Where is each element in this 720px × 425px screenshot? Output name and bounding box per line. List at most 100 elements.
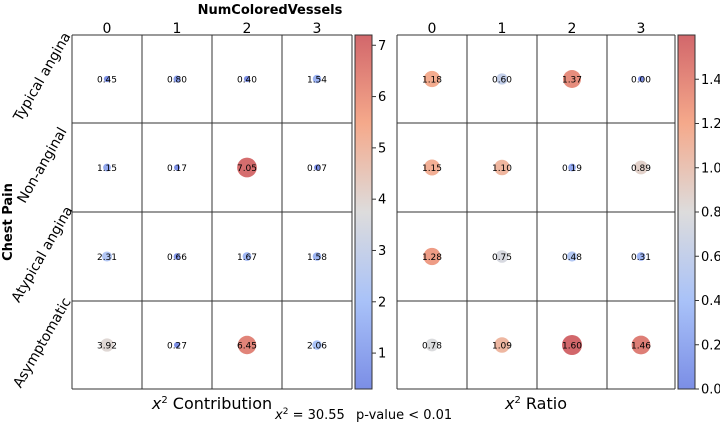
cell-value-label: 1.60 (562, 342, 582, 352)
colorbar-tick-label: 3 (378, 244, 386, 259)
chi-square-value: x2 = 30.55 (274, 407, 345, 423)
heatmap-dot (634, 160, 648, 175)
heatmap-dot (174, 164, 180, 171)
cell-value-label: 2.31 (97, 253, 117, 263)
cell-value-label: 0.19 (562, 164, 582, 174)
colorbar-tick-label: 0.2 (701, 338, 720, 353)
cell-value-label: 2.06 (307, 342, 327, 352)
heatmap-dot (173, 75, 181, 83)
heatmap-dot (496, 73, 508, 85)
cell-value-label: 1.54 (307, 76, 327, 86)
heatmap-dot (174, 342, 180, 348)
heatmap-dot (562, 335, 582, 355)
colorbar-tick-label: 1.2 (701, 117, 720, 132)
cell-value-label: 0.78 (422, 342, 442, 352)
cell-value-label: 1.58 (307, 253, 327, 263)
heatmap-dot (563, 70, 581, 88)
panel-axis-label-symbol: x (151, 394, 162, 413)
cell-value-label: 0.75 (492, 253, 512, 263)
colorbar-tick-label: 5 (378, 141, 386, 156)
cell-value-label: 0.00 (631, 76, 651, 86)
heatmap-dot (312, 252, 322, 261)
row-label: Typical angina (10, 30, 74, 125)
heatmap-dot (568, 163, 576, 172)
cell-value-label: 0.31 (631, 253, 651, 263)
heatmap-dot (636, 252, 646, 261)
colorbar-tick-label: 1.4 (701, 73, 720, 88)
cell-value-label: 1.67 (237, 253, 257, 263)
chi-square-statistic: x2 = 30.55 p-value < 0.01 (274, 407, 452, 423)
colorbar-tick-label: 1 (378, 347, 386, 362)
heatmap-dot (237, 157, 257, 178)
column-label: 1 (173, 21, 182, 37)
heatmap-dot (312, 340, 322, 350)
heatmap-dot (312, 74, 322, 84)
panel-ratio: 0 1 2 3 1.18 0.60 1.37 0.00 1.15 1.10 0.19 0.89 1.28… (396, 21, 720, 413)
heatmap-dot (425, 338, 439, 352)
cell-value-label: 1.15 (422, 164, 442, 174)
cell-value-label: 0.60 (492, 76, 512, 86)
cell-value-label: 0.80 (167, 76, 187, 86)
cell-value-label: 0.17 (167, 164, 187, 174)
colorbar-tick-label: 2 (378, 295, 386, 310)
colorbar-tick-label: 6 (378, 90, 386, 105)
panel-axis-label: x2 Contribution (151, 394, 272, 413)
colorbar-tick-label: 0.4 (701, 294, 720, 309)
cell-value-label: 1.15 (97, 164, 117, 174)
p-value-label: p-value < 0.01 (356, 408, 452, 423)
heatmap-dot (495, 250, 509, 263)
heatmap-dot (423, 159, 441, 176)
column-label: 1 (498, 21, 507, 37)
cell-value-label: 0.89 (631, 164, 651, 174)
panels: 0 1 2 30.45 0.80 0.40 1.541.15 0.17 7.05 0.072.31… (71, 21, 720, 413)
colorbar-tick-label: 0.6 (701, 250, 720, 265)
column-label: 3 (637, 21, 646, 37)
cell-value-label: 1.46 (631, 342, 651, 352)
panel-contribution: 0 1 2 3 0.45 0.80 0.40 1.54 1.15 0.17 7.05 0.07 2.31… (71, 21, 386, 413)
chi-square-symbol: x (274, 408, 283, 423)
panel-axis-label-text: Contribution (168, 394, 272, 413)
colorbar-tick-label: 0.0 (701, 383, 720, 398)
colorbar (354, 34, 373, 390)
cell-value-label: 0.27 (167, 342, 187, 352)
cell-value-label: 1.28 (422, 253, 442, 263)
y-axis-label: Chest Pain (1, 183, 16, 261)
heatmap-dot (638, 76, 644, 82)
heatmap-dot (631, 335, 651, 355)
cell-value-label: 1.10 (492, 164, 512, 174)
chart-title: NumColoredVessels (198, 3, 343, 18)
chi-square-equals: = 30.55 (288, 408, 344, 423)
panel-axis-label-symbol: x (504, 394, 515, 413)
cell-value-label: 1.18 (422, 76, 442, 86)
cell-value-label: 1.09 (492, 342, 512, 352)
colorbar-tick-label: 4 (378, 193, 386, 208)
heatmap-dot (566, 251, 578, 262)
heatmap-dot (237, 335, 257, 355)
column-label: 0 (103, 21, 112, 37)
column-label: 3 (313, 21, 322, 37)
row-label: Atypical angina (9, 204, 77, 306)
colorbar (677, 34, 696, 390)
panel-axis-label-text: Ratio (521, 394, 567, 413)
cell-value-label: 0.66 (167, 253, 187, 263)
heatmap-dot (100, 338, 114, 352)
cell-value-label: 3.92 (97, 342, 117, 352)
colorbar-tick-label: 7 (378, 39, 386, 54)
column-label: 2 (568, 21, 577, 37)
cell-value-label: 1.37 (562, 76, 582, 86)
cell-value-label: 0.40 (237, 76, 257, 86)
chi-square-superscript: 2 (283, 407, 289, 417)
heatmap-dot (494, 337, 510, 353)
heatmap-dot (243, 75, 251, 83)
heatmap-dot (423, 70, 441, 88)
heatmap-dot (103, 75, 111, 83)
column-label: 2 (243, 21, 252, 37)
heatmap-dot (242, 252, 252, 261)
cell-value-label: 0.45 (97, 76, 117, 86)
colorbar-tick-label: 1.0 (701, 161, 720, 176)
panel-axis-label-superscript: 2 (161, 395, 167, 406)
cell-value-label: 0.07 (307, 164, 327, 174)
cell-value-label: 7.05 (237, 164, 257, 174)
